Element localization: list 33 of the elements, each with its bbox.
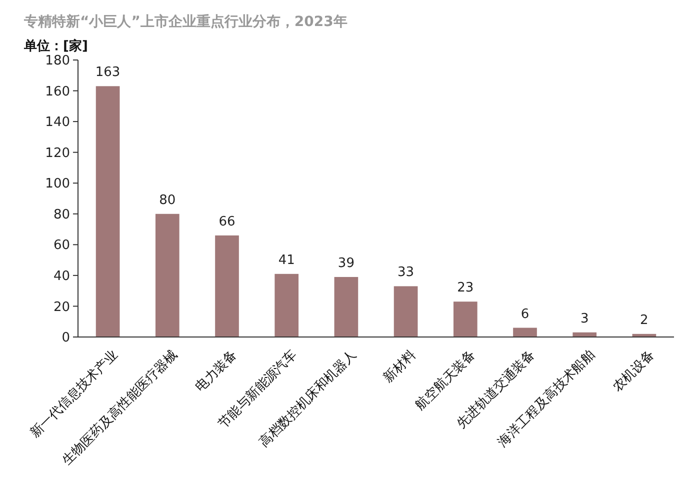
y-axis-title: 单位：[家]	[23, 38, 88, 54]
x-tick-label: 新材料	[380, 348, 420, 386]
data-label: 6	[520, 306, 530, 322]
data-label: 2	[640, 312, 648, 328]
chart-title: 专精特新“小巨人”上市企业重点行业分布，2023年	[23, 13, 348, 30]
bar	[334, 276, 358, 337]
y-tick-label: 0	[62, 330, 70, 346]
y-tick-label: 180	[45, 54, 70, 69]
y-tick-label: 120	[45, 146, 70, 161]
bar	[394, 286, 418, 337]
bar	[513, 328, 537, 337]
y-tick-label: 160	[45, 84, 70, 100]
bar	[155, 214, 180, 337]
data-label: 66	[218, 214, 236, 230]
y-tick-label: 20	[53, 300, 70, 315]
x-tick-label: 电力装备	[192, 348, 240, 396]
bar	[215, 235, 239, 337]
data-label: 33	[398, 265, 414, 280]
y-tick-label: 100	[45, 176, 70, 192]
y-tick-label: 80	[53, 207, 70, 222]
data-label: 163	[95, 65, 120, 80]
y-tick-label: 140	[45, 115, 70, 130]
data-label: 3	[580, 311, 589, 326]
data-label: 80	[159, 192, 176, 208]
bar	[453, 302, 478, 337]
data-label: 41	[278, 252, 295, 268]
data-label: 39	[338, 256, 354, 271]
bar	[96, 86, 120, 337]
data-label: 23	[457, 280, 474, 296]
y-tick-label: 60	[53, 238, 70, 254]
y-tick-label: 40	[53, 268, 70, 284]
x-tick-label: 农机设备	[610, 348, 658, 396]
bar	[274, 274, 299, 337]
